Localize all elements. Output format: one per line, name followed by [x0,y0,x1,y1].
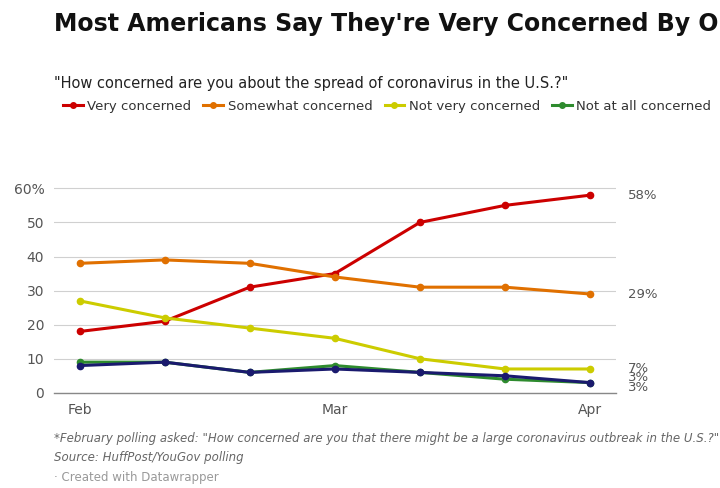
Text: Source: HuffPost/YouGov polling: Source: HuffPost/YouGov polling [54,451,243,465]
Legend: Very concerned, Somewhat concerned, Not very concerned, Not at all concerned, No: Very concerned, Somewhat concerned, Not … [58,95,720,118]
Text: · Created with Datawrapper: · Created with Datawrapper [54,471,219,484]
Text: "How concerned are you about the spread of coronavirus in the U.S.?": "How concerned are you about the spread … [54,76,568,91]
Text: 3%: 3% [629,381,649,394]
Text: 7%: 7% [629,363,649,375]
Text: 58%: 58% [629,189,658,202]
Text: Most Americans Say They're Very Concerned By Outbreak: Most Americans Say They're Very Concerne… [54,12,720,36]
Text: 3%: 3% [629,371,649,384]
Text: *February polling asked: "How concerned are you that there might be a large coro: *February polling asked: "How concerned … [54,432,719,445]
Text: 29%: 29% [629,287,658,301]
